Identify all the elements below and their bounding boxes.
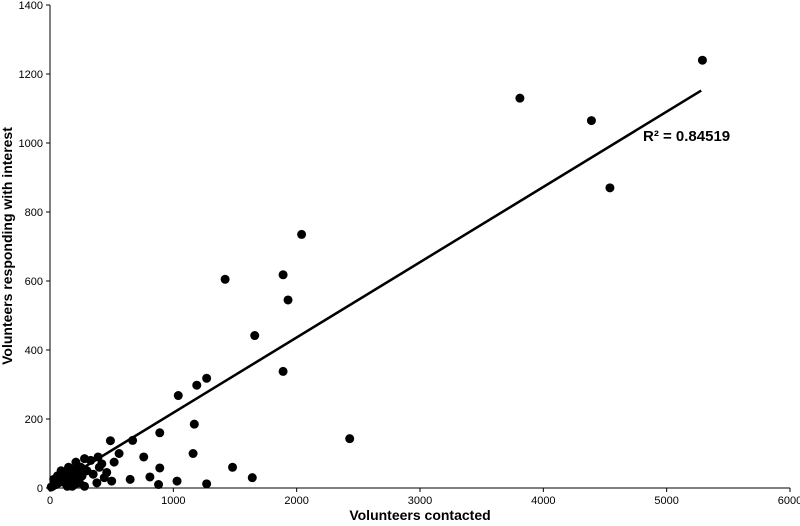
data-point xyxy=(99,473,109,483)
data-point xyxy=(154,480,164,490)
x-tick-label: 4000 xyxy=(531,495,555,507)
y-tick-label: 800 xyxy=(25,207,43,219)
axes xyxy=(49,5,790,489)
y-tick-label: 0 xyxy=(37,483,43,495)
data-point xyxy=(188,449,198,458)
data-point xyxy=(49,474,59,484)
y-tick-label: 1200 xyxy=(19,69,43,81)
data-point xyxy=(88,469,98,479)
data-point xyxy=(125,474,135,484)
data-point xyxy=(109,457,119,467)
data-point xyxy=(345,434,355,444)
data-point xyxy=(278,366,288,376)
x-tick-label: 3000 xyxy=(408,495,432,507)
data-point xyxy=(283,295,293,305)
data-point xyxy=(202,373,212,383)
data-point xyxy=(297,229,307,239)
data-point xyxy=(67,481,77,491)
data-point xyxy=(515,93,525,103)
data-point xyxy=(173,391,183,401)
data-point xyxy=(80,481,90,491)
r-squared-annotation: R² = 0.84519 xyxy=(643,128,730,145)
data-point xyxy=(71,457,81,467)
data-point xyxy=(107,476,117,486)
x-tick-label: 0 xyxy=(47,495,53,507)
y-tick-label: 600 xyxy=(25,276,43,288)
data-point xyxy=(114,449,124,458)
data-point xyxy=(155,428,165,438)
x-tick-label: 2000 xyxy=(284,495,308,507)
data-point xyxy=(145,472,155,482)
data-point xyxy=(278,270,288,280)
data-point xyxy=(202,479,212,489)
data-point xyxy=(586,116,596,126)
x-axis-title: Volunteers contacted xyxy=(349,507,490,523)
data-point xyxy=(92,478,102,488)
data-point xyxy=(228,462,238,472)
x-tick-label: 5000 xyxy=(654,495,678,507)
y-axis-title: Volunteers responding with interest xyxy=(0,127,15,365)
x-tick-label: 1000 xyxy=(161,495,185,507)
trendline xyxy=(49,89,702,490)
data-point xyxy=(172,476,182,486)
data-point xyxy=(605,183,615,193)
y-ticks: 0 200 400 600 800 1000 1200 1400 xyxy=(19,0,50,495)
data-point xyxy=(155,463,165,473)
data-point xyxy=(105,436,115,446)
y-tick-label: 400 xyxy=(25,345,43,357)
data-point xyxy=(189,419,199,429)
data-point xyxy=(697,55,707,65)
x-tick-label: 6000 xyxy=(778,495,800,507)
y-tick-label: 200 xyxy=(25,414,43,426)
data-point xyxy=(250,331,260,341)
x-ticks: 0 1000 2000 3000 4000 5000 6000 xyxy=(47,488,800,507)
data-point xyxy=(139,452,149,462)
y-tick-label: 1000 xyxy=(19,138,43,150)
data-point xyxy=(192,380,202,390)
data-point xyxy=(220,274,230,284)
data-point xyxy=(247,473,257,483)
y-tick-label: 1400 xyxy=(19,0,43,12)
data-point xyxy=(80,454,90,464)
data-points xyxy=(46,55,707,492)
data-point xyxy=(94,462,104,472)
